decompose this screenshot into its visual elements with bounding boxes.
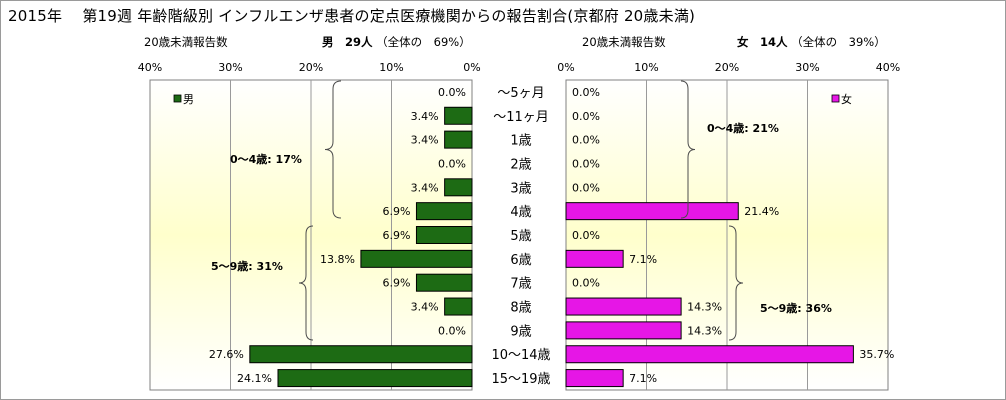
male-report-count-label: 20歳未満報告数 [144,35,228,49]
female-legend-label: 女 [841,92,852,106]
male-bar [415,202,473,221]
female-data-label: 7.1% [629,253,657,266]
male-bar [249,345,473,364]
female-data-label: 14.3% [687,301,722,314]
female-data-label: 0.0% [572,229,600,242]
male-data-label: 3.4% [411,110,439,123]
male-data-label: 3.4% [411,134,439,147]
female-x-tick-label: 40% [876,61,900,74]
age-category-label: 8歳 [510,301,531,316]
male-legend-swatch [173,94,182,103]
male-share: （全体の 69%） [376,35,471,49]
female-bar [565,321,682,340]
male-x-tick-label: 20% [299,61,323,74]
male-data-label: 6.9% [383,277,411,290]
age-category-label: ～11ヶ月 [493,110,549,125]
male-bar [444,297,473,316]
female-data-label: 0.0% [572,134,600,147]
age-category-label: 3歳 [510,181,531,196]
male-data-label: 0.0% [438,86,466,99]
female-bar [565,297,682,316]
female-legend-swatch [831,94,840,103]
female-data-label: 0.0% [572,157,600,170]
male-data-label: 6.9% [383,205,411,218]
male-bar [444,106,473,125]
female-data-label: 14.3% [687,324,722,337]
age-category-label: ～5ヶ月 [497,86,544,101]
female-count: 女 14人 [737,35,788,49]
age-category-label: 9歳 [510,324,531,339]
male-data-label: 3.4% [411,181,439,194]
female-x-tick-label: 0% [557,61,574,74]
female-data-label: 0.0% [572,86,600,99]
female-x-tick-label: 20% [715,61,739,74]
male-data-label: 0.0% [438,157,466,170]
female-x-tick-label: 10% [634,61,658,74]
male-legend-label: 男 [183,93,194,106]
male-annotation-0-4: 0～4歳: 17% [230,152,302,166]
age-category-label: 15～19歳 [491,372,550,387]
female-data-label: 0.0% [572,181,600,194]
male-summary: 男 29人 （全体の 69%） [322,34,471,50]
female-bar [565,369,624,388]
age-category-label: 6歳 [510,253,531,268]
male-data-label: 13.8% [320,253,355,266]
male-bar [444,130,473,149]
female-data-label: 0.0% [572,110,600,123]
male-count: 男 29人 [322,35,373,49]
female-x-tick-label: 30% [795,61,819,74]
male-data-label: 24.1% [237,372,272,385]
female-bar [565,202,739,221]
male-bar [415,273,473,292]
female-data-label: 35.7% [859,348,894,361]
age-category-label: 5歳 [510,229,531,244]
male-bracket-5-9 [298,225,314,341]
male-annotation-5-9: 5～9歳: 31% [211,259,283,273]
female-share: （全体の 39%） [791,35,886,49]
male-x-tick-label: 40% [138,61,162,74]
male-data-label: 27.6% [209,348,244,361]
male-data-label: 0.0% [438,324,466,337]
male-bar [444,178,473,197]
male-data-label: 6.9% [383,229,411,242]
female-data-label: 21.4% [744,205,779,218]
male-x-tick-label: 0% [463,61,480,74]
male-bracket-0-4 [324,80,342,219]
male-data-label: 3.4% [411,301,439,314]
age-category-label: 1歳 [510,134,531,149]
female-data-label: 7.1% [629,372,657,385]
female-annotation-0-4: 0～4歳: 21% [707,121,779,135]
female-bar [565,249,624,268]
female-bracket-5-9 [728,225,744,341]
age-category-label: 7歳 [510,277,531,292]
female-summary: 女 14人 （全体の 39%） [737,34,886,50]
female-bar [565,345,854,364]
male-bar [360,249,473,268]
male-x-tick-label: 10% [379,61,403,74]
female-bracket-0-4 [680,80,696,219]
female-data-label: 0.0% [572,277,600,290]
female-report-count-label: 20歳未満報告数 [582,35,666,49]
page-title: 2015年 第19週 年齢階級別 インフルエンザ患者の定点医療機関からの報告割合… [8,7,696,25]
male-x-tick-label: 30% [218,61,242,74]
female-annotation-5-9: 5～9歳: 36% [760,301,832,315]
male-bar [415,226,473,244]
age-category-label: 2歳 [510,157,531,172]
age-category-label: 4歳 [510,205,531,220]
male-bar [277,369,473,388]
age-category-label: 10～14歳 [491,348,550,363]
